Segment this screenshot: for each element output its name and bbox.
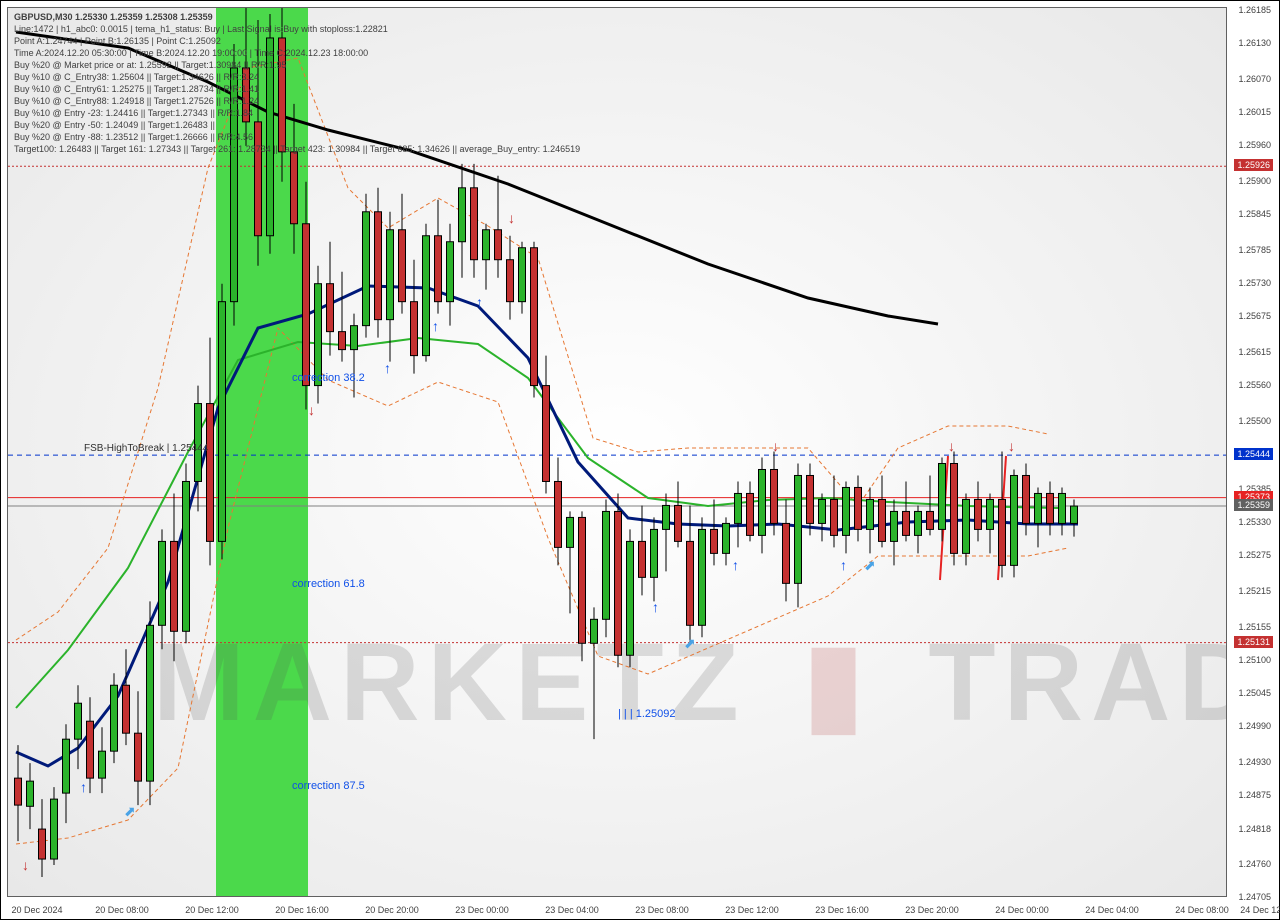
x-tick: 23 Dec 08:00 xyxy=(635,905,689,915)
y-tick: 1.25960 xyxy=(1238,140,1271,150)
x-tick: 24 Dec 04:00 xyxy=(1085,905,1139,915)
signal-arrow-icon: ↓ xyxy=(308,402,315,418)
signal-arrow-icon: ↓ xyxy=(772,438,779,454)
y-price-marker: 1.25926 xyxy=(1234,159,1273,171)
y-tick: 1.25100 xyxy=(1238,655,1271,665)
info-line: Line:1472 | h1_abc0: 0.0015 | tema_h1_st… xyxy=(14,24,388,34)
y-tick: 1.25615 xyxy=(1238,347,1271,357)
y-tick: 1.25500 xyxy=(1238,416,1271,426)
x-tick: 23 Dec 20:00 xyxy=(905,905,959,915)
y-tick: 1.25215 xyxy=(1238,586,1271,596)
y-tick: 1.24875 xyxy=(1238,790,1271,800)
signal-arrow-icon: ↓ xyxy=(508,210,515,226)
y-tick: 1.25845 xyxy=(1238,209,1271,219)
info-line: Buy %10 @ C_Entry88: 1.24918 || Target:1… xyxy=(14,96,259,106)
x-tick: 24 Dec 08:00 xyxy=(1175,905,1229,915)
y-tick: 1.25675 xyxy=(1238,311,1271,321)
x-tick: 23 Dec 12:00 xyxy=(725,905,779,915)
chart-title: GBPUSD,M30 1.25330 1.25359 1.25308 1.253… xyxy=(14,12,213,22)
signal-arrow-icon: ⬈ xyxy=(124,803,136,820)
signal-arrow-icon: ⬈ xyxy=(864,557,876,574)
x-tick: 23 Dec 16:00 xyxy=(815,905,869,915)
y-tick: 1.24818 xyxy=(1238,824,1271,834)
y-tick: 1.25730 xyxy=(1238,278,1271,288)
signal-arrow-icon: ↑ xyxy=(732,557,739,573)
signal-arrow-icon: ↑ xyxy=(476,294,483,310)
x-tick: 20 Dec 20:00 xyxy=(365,905,419,915)
chart-window: MARKETZ ▮ TRADE GBPUSD,M30 1.25330 1.253… xyxy=(0,0,1280,920)
signal-arrow-icon: ↑ xyxy=(652,599,659,615)
x-tick: 24 Dec 00:00 xyxy=(995,905,1049,915)
y-price-marker: 1.25359 xyxy=(1234,499,1273,511)
x-tick: 23 Dec 00:00 xyxy=(455,905,509,915)
annotation: correction 38.2 xyxy=(292,372,365,384)
y-tick: 1.25560 xyxy=(1238,380,1271,390)
x-tick: 23 Dec 04:00 xyxy=(545,905,599,915)
x-tick: 20 Dec 12:00 xyxy=(185,905,239,915)
info-line: Buy %20 @ Entry -50: 1.24049 || Target:1… xyxy=(14,120,215,130)
y-tick: 1.26185 xyxy=(1238,5,1271,15)
x-axis: 20 Dec 2024 20 Dec 08:00 20 Dec 12:00 20 De… xyxy=(7,899,1227,917)
y-tick: 1.25785 xyxy=(1238,245,1271,255)
y-tick: 1.26130 xyxy=(1238,38,1271,48)
y-tick: 1.25330 xyxy=(1238,517,1271,527)
signal-arrow-icon: ↑ xyxy=(840,557,847,573)
info-line: Buy %10 @ C_Entry61: 1.25275 || Target:1… xyxy=(14,84,259,94)
fsb-label: FSB-HighToBreak | 1.25444 xyxy=(84,443,208,454)
signal-arrow-icon: ↑ xyxy=(384,360,391,376)
annotation: correction 87.5 xyxy=(292,780,365,792)
y-price-marker: 1.25444 xyxy=(1234,448,1273,460)
info-line: Buy %20 @ Market price or at: 1.25592 ||… xyxy=(14,60,286,70)
y-price-marker: 1.25131 xyxy=(1234,636,1273,648)
signal-arrow-icon: ↑ xyxy=(80,779,87,795)
y-tick: 1.26015 xyxy=(1238,107,1271,117)
info-line: Point A:1.24744 | Point B:1.26135 | Poin… xyxy=(14,36,221,46)
signal-arrow-icon: ⬈ xyxy=(684,635,696,652)
x-tick: 24 Dec 12:00 xyxy=(1240,905,1280,915)
annotation: correction 61.8 xyxy=(292,578,365,590)
y-tick: 1.24760 xyxy=(1238,859,1271,869)
info-line: Buy %10 @ Entry -23: 1.24416 || Target:1… xyxy=(14,108,253,118)
signal-arrow-icon: ↓ xyxy=(1008,438,1015,454)
signal-arrow-icon: ↑ xyxy=(432,318,439,334)
info-line: Time A:2024.12.20 05:30:00 | Time B:2024… xyxy=(14,48,368,58)
info-line: Buy %20 @ Entry -88: 1.23512 || Target:1… xyxy=(14,132,253,142)
y-axis: 1.26185 1.26130 1.26070 1.26015 1.25960 1.259… xyxy=(1225,7,1273,897)
y-tick: 1.24990 xyxy=(1238,721,1271,731)
x-tick: 20 Dec 08:00 xyxy=(95,905,149,915)
x-tick: 20 Dec 2024 xyxy=(11,905,62,915)
plot-area[interactable]: MARKETZ ▮ TRADE GBPUSD,M30 1.25330 1.253… xyxy=(7,7,1227,897)
info-line: Buy %10 @ C_Entry38: 1.25604 || Target:1… xyxy=(14,72,259,82)
y-tick: 1.24930 xyxy=(1238,757,1271,767)
signal-arrow-icon: ↓ xyxy=(22,857,29,873)
y-tick: 1.25045 xyxy=(1238,688,1271,698)
info-line: Target100: 1.26483 || Target 161: 1.2734… xyxy=(14,144,580,154)
y-tick: 1.25900 xyxy=(1238,176,1271,186)
signal-arrow-icon: ↓ xyxy=(948,438,955,454)
y-tick: 1.25155 xyxy=(1238,622,1271,632)
annotation: | | | 1.25092 xyxy=(618,708,676,720)
y-tick: 1.24705 xyxy=(1238,892,1271,902)
x-tick: 20 Dec 16:00 xyxy=(275,905,329,915)
y-tick: 1.25275 xyxy=(1238,550,1271,560)
y-tick: 1.26070 xyxy=(1238,74,1271,84)
